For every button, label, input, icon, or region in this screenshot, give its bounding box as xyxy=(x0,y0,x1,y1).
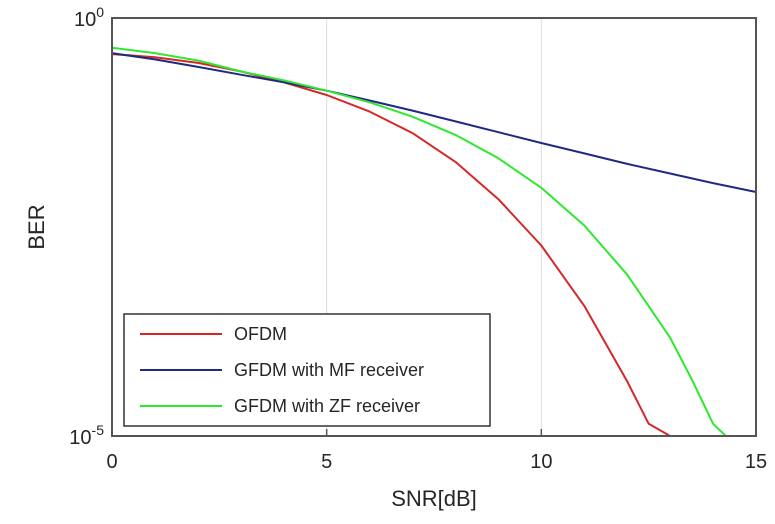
legend-items: OFDM GFDM with MF receiver GFDM with ZF re… xyxy=(140,324,424,416)
x-axis-ticks: 0 5 10 15 xyxy=(106,429,767,473)
x-tick-label: 10 xyxy=(530,451,552,473)
x-tick-label: 15 xyxy=(745,451,767,473)
x-tick-label: 5 xyxy=(321,451,332,473)
series-line-1 xyxy=(111,53,672,437)
y-tick-label: 10-5 xyxy=(69,422,104,449)
legend-label-2: GFDM with MF receiver xyxy=(234,360,424,380)
legend-label-1: OFDM xyxy=(234,324,287,344)
legend: OFDM GFDM with MF receiver GFDM with ZF re… xyxy=(123,313,491,427)
series-line-3 xyxy=(111,46,727,437)
x-axis-label: SNR[dB] xyxy=(391,486,477,511)
y-axis-label: BER xyxy=(24,204,49,249)
legend-label-3: GFDM with ZF receiver xyxy=(234,396,420,416)
plot-frame xyxy=(111,17,757,437)
series-line-2 xyxy=(111,52,757,193)
series-lines xyxy=(111,46,757,437)
y-axis-ticks: 100 10-5 xyxy=(69,4,119,449)
y-tick-label: 100 xyxy=(74,4,104,31)
x-tick-label: 0 xyxy=(106,451,117,473)
